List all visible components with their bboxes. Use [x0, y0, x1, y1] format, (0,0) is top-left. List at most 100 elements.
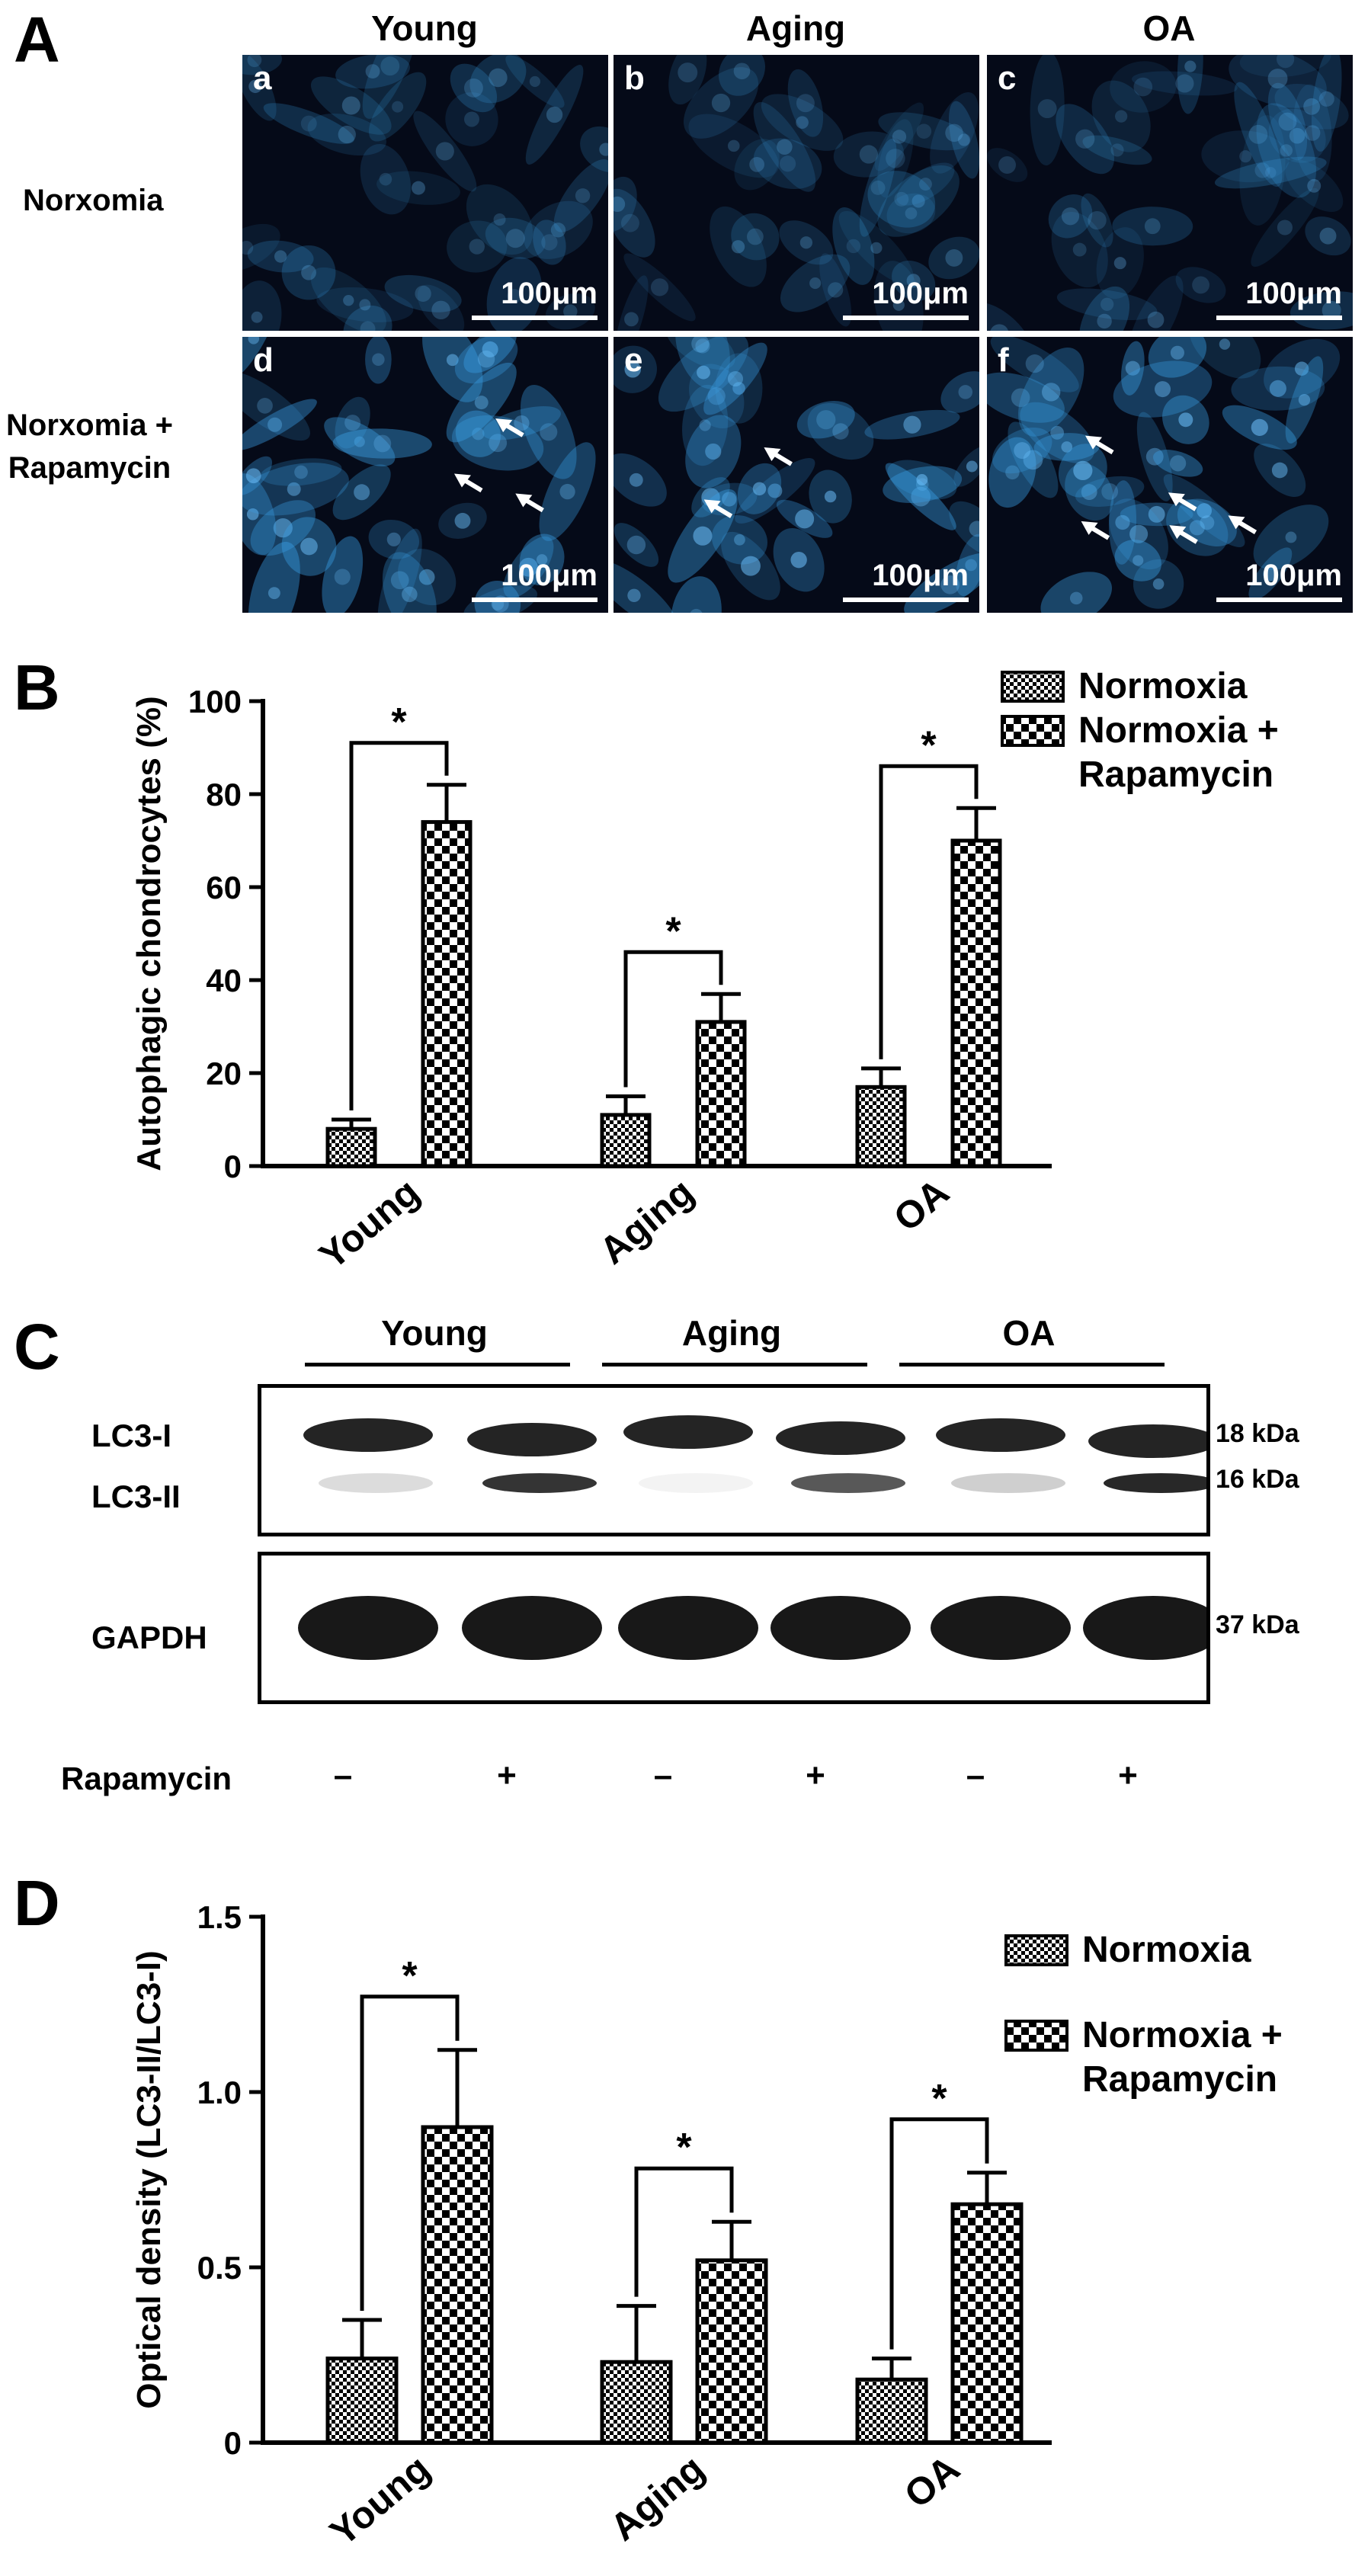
cell — [454, 337, 518, 384]
cell-nucleus — [832, 423, 849, 440]
gapdh-band — [771, 1596, 911, 1660]
cell-nucleus — [699, 419, 711, 431]
cell — [422, 337, 483, 402]
kda-16: 16 kDa — [1216, 1465, 1299, 1494]
row-label-normoxia: Norxomia — [23, 184, 164, 217]
legend-label: Normoxia + — [1082, 2015, 1283, 2055]
cell-nucleus — [1298, 393, 1311, 406]
y-tick-label: 1.0 — [197, 2075, 242, 2110]
cell — [668, 55, 707, 105]
cell-nucleus — [828, 282, 844, 298]
lc3-1-band — [303, 1418, 433, 1452]
cell — [819, 253, 852, 327]
cell-nucleus — [392, 101, 404, 113]
cell-nucleus — [435, 142, 454, 161]
y-tick-label: 100 — [188, 684, 242, 719]
cell-nucleus — [1265, 167, 1277, 178]
bar-normoxia — [325, 1126, 377, 1168]
y-axis-label: Autophagic chondrocytes (%) — [130, 696, 168, 1171]
arrow-head-icon — [703, 499, 721, 514]
category-label: Young — [322, 2447, 437, 2554]
cell — [675, 337, 730, 389]
arrow-head-icon — [1169, 525, 1187, 540]
cell — [1256, 103, 1316, 198]
cell-nucleus — [563, 304, 578, 319]
cell — [580, 126, 608, 173]
cell-nucleus — [998, 156, 1016, 174]
row-label-normoxia-rapamycin: Norxomia + Rapamycin — [6, 404, 173, 489]
cell — [469, 55, 527, 104]
cell-nucleus — [242, 240, 254, 255]
cell-nucleus — [599, 143, 608, 156]
cell — [505, 55, 565, 108]
cell — [335, 396, 370, 449]
cell-nucleus — [1110, 143, 1124, 157]
cell — [263, 103, 354, 144]
cell — [446, 362, 517, 443]
category-label: OA — [896, 2447, 967, 2517]
kda-37: 37 kDa — [1216, 1610, 1299, 1639]
cell-nucleus — [1251, 418, 1268, 437]
blot-group-aging: Aging — [681, 1313, 782, 1353]
cell-nucleus — [734, 533, 745, 546]
micrograph-e: e 100μm — [612, 335, 981, 614]
cell — [718, 55, 765, 96]
cell-nucleus — [906, 274, 921, 288]
cell — [1148, 337, 1207, 378]
cell — [1248, 547, 1293, 601]
cell — [413, 111, 477, 192]
cell — [1267, 82, 1308, 161]
chart-b: 0 20 40 60 80 100 Autophagic chondrocytes (%) *… — [130, 666, 1279, 1277]
cell — [892, 260, 936, 301]
cell-nucleus — [796, 116, 809, 129]
cell — [838, 210, 915, 285]
legend-label: Normoxia — [1078, 666, 1248, 706]
cell — [867, 171, 936, 228]
bar-rapamycin — [950, 838, 1002, 1168]
panel-c-letter: C — [14, 1311, 60, 1383]
cell-nucleus — [372, 353, 385, 366]
cell — [332, 428, 432, 459]
column-header-young: Young — [371, 8, 478, 48]
cell — [1128, 275, 1184, 331]
cell-nucleus — [354, 436, 365, 447]
cell-nucleus — [903, 415, 921, 434]
micrograph-letter: a — [253, 59, 272, 97]
cell — [878, 112, 970, 151]
cell — [896, 162, 955, 206]
gapdh-band — [298, 1596, 438, 1660]
scale-bar — [843, 316, 969, 320]
cell — [1285, 356, 1324, 444]
bar-normoxia — [855, 1085, 907, 1168]
cell — [1214, 156, 1327, 189]
cell — [949, 501, 979, 556]
cell — [1121, 341, 1145, 396]
cell — [463, 585, 537, 613]
arrow-head-icon — [1085, 435, 1103, 450]
bar-rapamycin — [421, 820, 473, 1168]
cell — [671, 576, 722, 613]
cell — [445, 92, 498, 146]
cell — [682, 384, 729, 466]
cell — [1285, 159, 1344, 213]
cell-nucleus — [359, 299, 371, 311]
cell-nucleus — [731, 240, 745, 254]
cell — [482, 405, 561, 441]
cell-nucleus — [1277, 219, 1293, 235]
cell-nucleus — [945, 248, 963, 267]
bar-rapamycin — [695, 2258, 768, 2445]
cell — [1253, 505, 1329, 570]
cell-nucleus — [365, 64, 380, 79]
cell-nucleus — [550, 223, 566, 238]
cell-nucleus — [287, 482, 301, 496]
lc3-2-band — [482, 1473, 597, 1493]
lc3-1-band — [623, 1415, 753, 1449]
cell-nucleus — [412, 181, 425, 195]
cell-nucleus — [431, 300, 450, 320]
cell — [533, 219, 566, 265]
cell — [1096, 227, 1144, 300]
cell — [365, 337, 392, 384]
cell — [545, 293, 595, 330]
cell — [623, 253, 696, 322]
cell-nucleus — [905, 207, 918, 219]
